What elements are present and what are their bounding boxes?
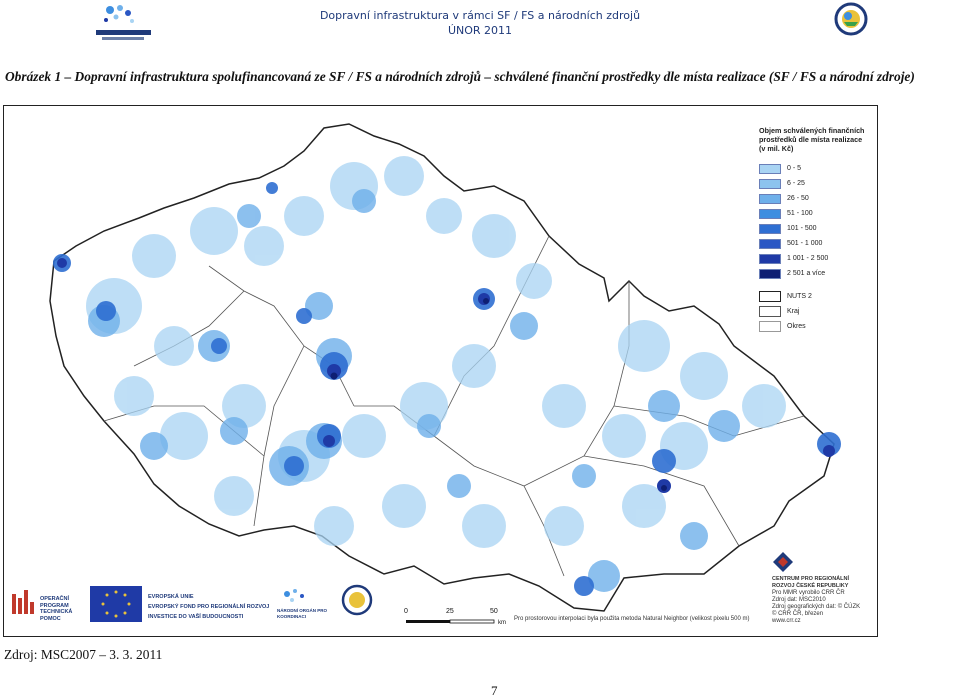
header-date: ÚNOR 2011 [447, 24, 513, 37]
legend-class-row: 51 - 100 [759, 206, 869, 221]
eu-label: EVROPSKÁ UNIE [148, 594, 194, 600]
legend-label: 1 001 - 2 500 [787, 255, 829, 262]
legend-label: 51 - 100 [787, 210, 813, 217]
legend-boundary-row: Kraj [759, 304, 869, 319]
legend-classes: 0 - 5 6 - 25 26 - 50 51 - 100 101 - 500 501 -… [759, 161, 869, 281]
producer-line-5: www.crr.cz [772, 618, 801, 624]
source-note: Zdroj: MSC2007 – 3. 3. 2011 [4, 647, 163, 662]
scale-bar: 0 25 50 km [404, 606, 506, 626]
legend-class-row: 0 - 5 [759, 161, 869, 176]
no-label: NÁRODNÍ ORGÁN PRO KOORDINACI [277, 608, 328, 619]
legend-swatch [759, 238, 781, 249]
legend-class-row: 6 - 25 [759, 176, 869, 191]
producer-name: CENTRUM PRO REGIONÁLNÍ ROZVOJ ČESKÉ REPU… [772, 576, 849, 589]
figure-caption: Obrázek 1 – Dopravní infrastruktura spol… [5, 69, 915, 84]
funding-blobs [53, 156, 841, 596]
legend-label: 101 - 500 [787, 225, 817, 232]
erdf-label: EVROPSKÝ FOND PRO REGIONÁLNÍ ROZVOJ [148, 604, 270, 610]
narodni-organ-logo [88, 0, 158, 44]
map-frame: Objem schválených finančních prostředků … [3, 105, 878, 637]
method-note: Pro prostorovou interpolaci byla použita… [514, 616, 750, 622]
producer-line-1: Pro MMR vyrobilo CRR ČR [772, 590, 845, 596]
producer-line-4: © CRR ČR, březen [772, 611, 824, 617]
legend-boundary-swatch [759, 321, 781, 332]
header-title: Dopravní infrastruktura v rámci SF / FS … [319, 9, 641, 22]
legend-class-row: 26 - 50 [759, 191, 869, 206]
legend-swatch [759, 253, 781, 264]
scale-tick-25: 25 [446, 608, 454, 615]
legend-label: 0 - 5 [787, 165, 802, 172]
legend-boundary-label: Kraj [787, 308, 800, 315]
legend-swatch [759, 268, 781, 279]
legend-label: 2 501 a více [787, 270, 826, 277]
producer-line-2: Zdroj dat: MSC2010 [772, 597, 826, 603]
legend-class-row: 101 - 500 [759, 221, 869, 236]
producer-line-3: Zdroj geografických dat: © ČÚZK [772, 604, 861, 610]
crr-logo [773, 552, 793, 572]
legend-label: 26 - 50 [787, 195, 809, 202]
producer-block: CENTRUM PRO REGIONÁLNÍ ROZVOJ ČESKÉ REPU… [772, 551, 872, 625]
legend-label: 501 - 1 000 [787, 240, 823, 247]
scale-tick-0: 0 [404, 608, 408, 615]
scale-tick-50: 50 [490, 608, 498, 615]
legend-boundary-row: NUTS 2 [759, 289, 869, 304]
legend-swatch [759, 163, 781, 174]
legend-boundary-swatch [759, 306, 781, 317]
scale-unit: km [498, 620, 506, 626]
optp-label: OPERAČNÍ PROGRAM TECHNICKÁ POMOC [40, 596, 73, 622]
legend-boundary-label: NUTS 2 [787, 293, 812, 300]
legend-class-row: 2 501 a více [759, 266, 869, 281]
legend-boundaries: NUTS 2 Kraj Okres [759, 289, 869, 334]
map-legend: Objem schválených finančních prostředků … [759, 126, 869, 334]
legend-swatch [759, 223, 781, 234]
legend-swatch [759, 193, 781, 204]
legend-class-row: 501 - 1 000 [759, 236, 869, 251]
ministry-logo [822, 0, 880, 38]
sponsor-logos: OPERAČNÍ PROGRAM TECHNICKÁ POMOC EVROPSK… [12, 584, 432, 634]
legend-boundary-row: Okres [759, 319, 869, 334]
document-header: Dopravní infrastruktura v rámci SF / FS … [300, 8, 660, 38]
page-number: 7 [491, 683, 498, 698]
legend-label: 6 - 25 [787, 180, 805, 187]
legend-boundary-swatch [759, 291, 781, 302]
legend-swatch [759, 178, 781, 189]
legend-class-row: 1 001 - 2 500 [759, 251, 869, 266]
czech-map [49, 123, 841, 612]
legend-boundary-label: Okres [787, 323, 806, 330]
legend-swatch [759, 208, 781, 219]
legend-title: Objem schválených finančních prostředků … [759, 126, 865, 153]
investment-label: INVESTICE DO VAŠÍ BUDOUCNOSTI [148, 614, 244, 620]
